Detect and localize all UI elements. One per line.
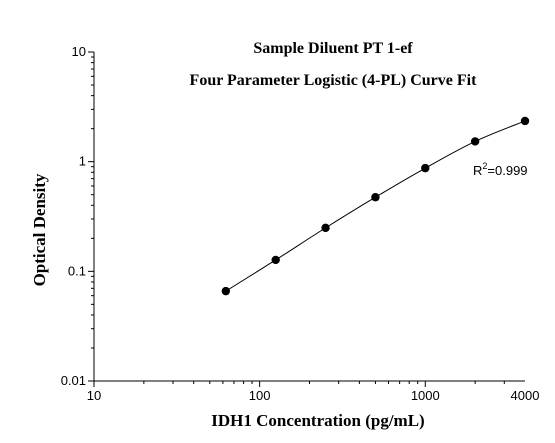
fit-curve: [225, 120, 526, 292]
y-tick-label: 0.01: [61, 373, 86, 388]
chart-title: Sample Diluent PT 1-ef: [253, 40, 413, 57]
data-point: [520, 116, 530, 126]
r-squared-superscript: 2: [482, 161, 487, 171]
y-tick-label: 1: [79, 154, 86, 169]
data-point: [221, 286, 231, 296]
data-point: [271, 255, 280, 265]
data-point: [421, 163, 430, 173]
chart-subtitle: Four Parameter Logistic (4-PL) Curve Fit: [190, 72, 478, 89]
x-tick-label: 1000: [411, 388, 440, 403]
x-tick-label: 100: [249, 388, 271, 403]
data-points: [221, 116, 530, 296]
x-axis-label: IDH1 Concentration (pg/mL): [211, 411, 424, 430]
r-squared-annotation: R2=0.999: [473, 161, 528, 178]
data-point: [470, 137, 480, 146]
y-axis-ticks: 10 1 0.1 0.01: [61, 44, 94, 388]
y-axis-label: Optical Density: [30, 173, 49, 286]
y-tick-label: 10: [72, 44, 86, 59]
r-squared-base: R: [473, 163, 482, 178]
x-axis-ticks: 10 100 1000 4000: [87, 381, 540, 403]
data-point: [371, 193, 380, 202]
x-tick-label: 10: [87, 388, 101, 403]
x-tick-label: 4000: [511, 388, 540, 403]
data-point: [321, 223, 330, 233]
r-squared-value: =0.999: [487, 163, 527, 178]
y-tick-label: 0.1: [68, 263, 86, 278]
